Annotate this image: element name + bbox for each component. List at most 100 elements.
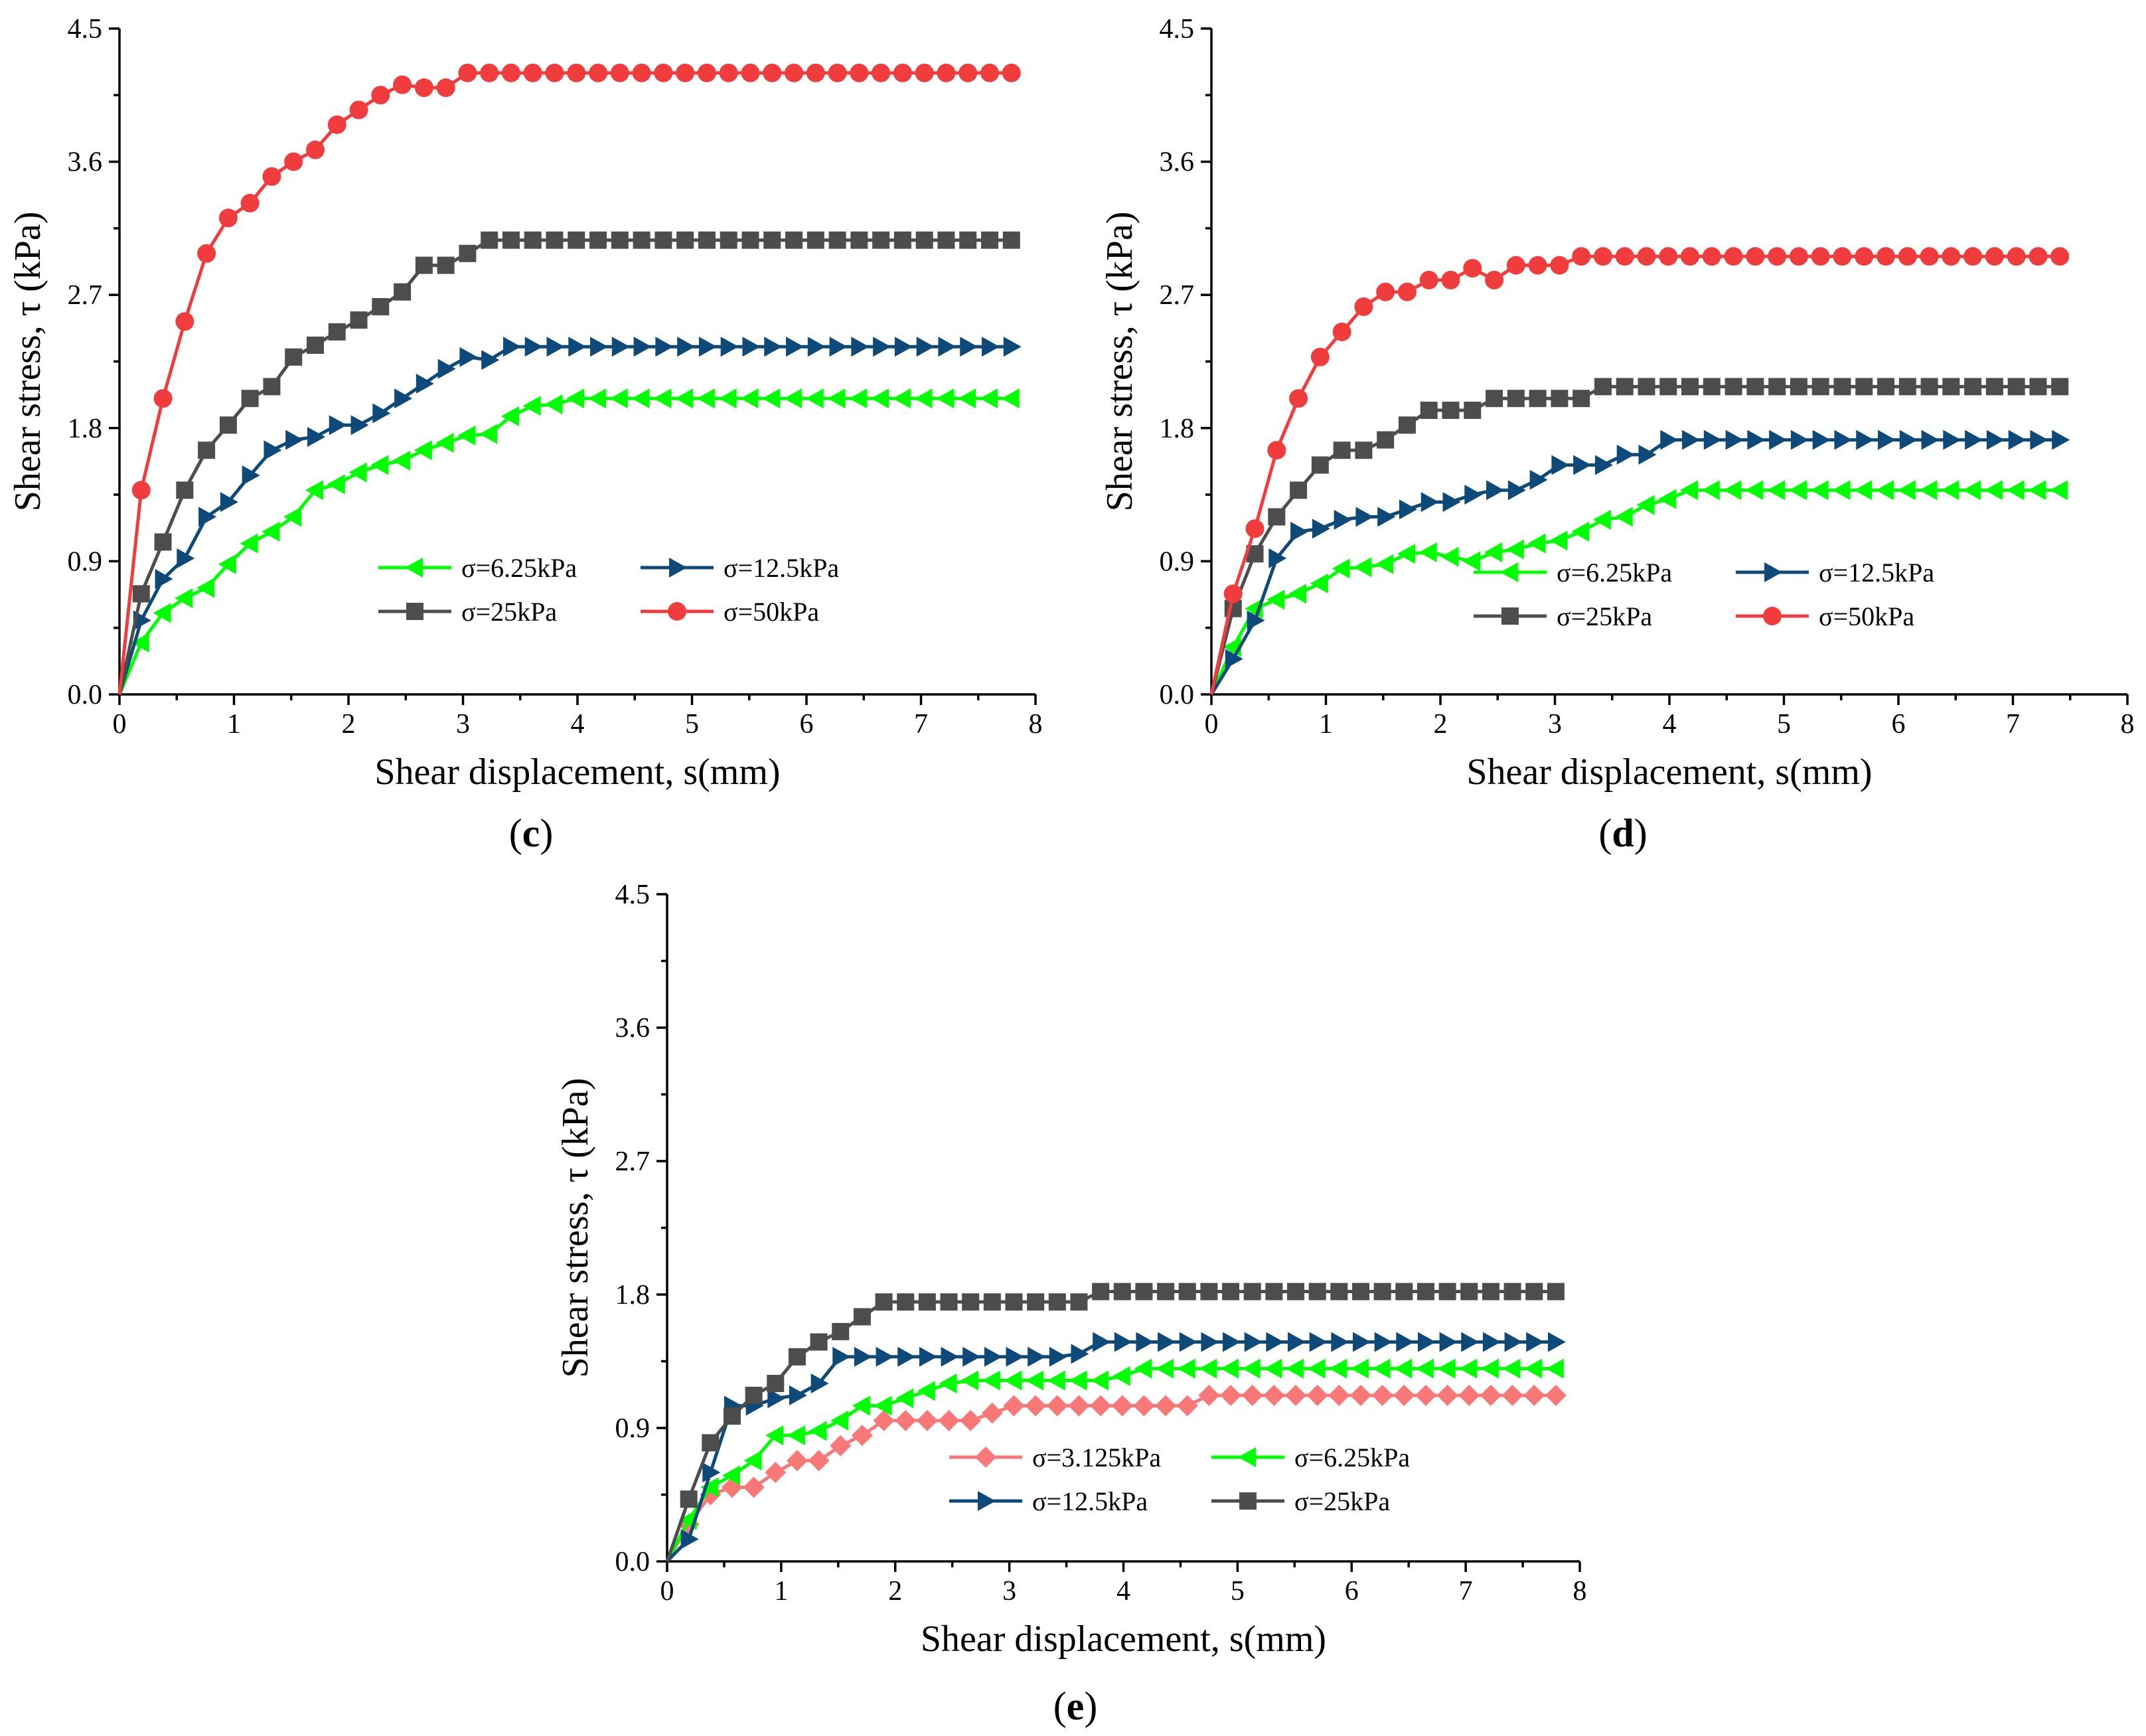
data-point bbox=[960, 337, 978, 357]
data-point bbox=[219, 416, 237, 434]
panel-label: (c) bbox=[509, 811, 554, 855]
data-point bbox=[131, 481, 151, 500]
data-point bbox=[1397, 282, 1417, 301]
data-point bbox=[1330, 1283, 1348, 1301]
data-point bbox=[241, 390, 259, 408]
data-point bbox=[1485, 270, 1504, 289]
data-point bbox=[1659, 247, 1678, 266]
data-point bbox=[1047, 1370, 1065, 1391]
data-point bbox=[1288, 1332, 1306, 1352]
y-tick-label: 1.8 bbox=[68, 414, 103, 444]
data-point bbox=[435, 433, 454, 453]
data-point bbox=[2006, 480, 2025, 501]
data-point bbox=[1179, 1332, 1197, 1352]
data-point bbox=[545, 63, 564, 82]
data-point bbox=[806, 63, 825, 82]
data-point bbox=[415, 256, 433, 274]
data-point bbox=[1155, 1395, 1177, 1417]
data-point bbox=[1329, 1358, 1347, 1379]
data-point bbox=[696, 388, 715, 409]
data-point bbox=[240, 533, 258, 554]
data-point bbox=[785, 63, 804, 82]
data-point bbox=[371, 86, 390, 105]
data-point bbox=[1027, 1293, 1045, 1311]
data-point bbox=[874, 1395, 892, 1416]
data-point bbox=[1198, 1384, 1220, 1406]
data-point bbox=[1638, 378, 1655, 396]
data-point bbox=[872, 63, 891, 82]
legend-swatch-marker bbox=[1764, 562, 1782, 582]
x-tick-label: 2 bbox=[888, 1576, 902, 1607]
data-point bbox=[892, 388, 911, 409]
data-point bbox=[828, 63, 847, 82]
data-point bbox=[1790, 430, 1809, 450]
data-point bbox=[349, 100, 368, 119]
data-point bbox=[827, 388, 846, 409]
data-point bbox=[1768, 378, 1786, 396]
data-point bbox=[633, 337, 652, 357]
data-point bbox=[394, 388, 413, 409]
data-point bbox=[1680, 480, 1699, 501]
data-point bbox=[1331, 1332, 1349, 1352]
legend-label: σ=12.5kPa bbox=[1819, 558, 1934, 588]
data-point bbox=[1480, 1358, 1499, 1379]
data-point bbox=[1351, 1358, 1369, 1379]
data-point bbox=[1985, 247, 2004, 266]
data-point bbox=[459, 244, 477, 262]
data-point bbox=[939, 1374, 957, 1393]
data-point bbox=[1484, 542, 1503, 563]
data-point bbox=[1921, 430, 1940, 450]
data-point bbox=[1242, 1358, 1261, 1379]
data-point bbox=[807, 337, 826, 357]
data-point bbox=[767, 1375, 785, 1392]
panel-e: 0 1 2 3 4 5 6 7 8 0.0 0.9 1.8 2.7 3.6 4.5 Shear displac… bbox=[555, 880, 1587, 1728]
data-point bbox=[1723, 480, 1742, 501]
data-point bbox=[1571, 521, 1590, 542]
data-point bbox=[1523, 1384, 1545, 1406]
data-point bbox=[305, 480, 323, 501]
data-point bbox=[1876, 480, 1894, 501]
data-point bbox=[1091, 1370, 1109, 1391]
legend-label: σ=25kPa bbox=[461, 597, 557, 627]
data-point bbox=[348, 462, 367, 483]
data-point bbox=[1113, 1283, 1131, 1301]
data-point bbox=[745, 1386, 763, 1404]
data-point bbox=[1225, 649, 1243, 669]
data-point bbox=[1332, 558, 1350, 579]
data-point bbox=[786, 337, 805, 357]
data-point bbox=[1636, 495, 1655, 515]
data-point bbox=[959, 231, 977, 249]
series-2 bbox=[117, 231, 1020, 695]
data-point bbox=[1394, 1358, 1413, 1379]
data-point bbox=[962, 1346, 981, 1367]
data-point bbox=[1114, 1332, 1132, 1352]
legend-label: σ=25kPa bbox=[1294, 1486, 1390, 1516]
x-tick-label: 8 bbox=[1029, 709, 1043, 740]
data-point bbox=[2029, 247, 2048, 266]
data-point bbox=[2007, 378, 2025, 396]
data-point bbox=[500, 406, 519, 426]
data-point bbox=[1833, 378, 1851, 396]
legend-item: σ=6.25kPa bbox=[1211, 1443, 1410, 1472]
legend-label: σ=12.5kPa bbox=[724, 553, 839, 583]
x-tick-label: 1 bbox=[774, 1576, 788, 1607]
legend-swatch-marker bbox=[1239, 1492, 1257, 1510]
data-point bbox=[1377, 431, 1395, 449]
x-tick-label: 5 bbox=[685, 709, 699, 740]
data-point bbox=[676, 231, 694, 249]
data-point bbox=[590, 337, 609, 357]
panel-label: (e) bbox=[1053, 1684, 1098, 1728]
data-point bbox=[1328, 1384, 1350, 1406]
data-point bbox=[1221, 1358, 1239, 1379]
data-point bbox=[851, 337, 870, 357]
legend-item: σ=25kPa bbox=[378, 597, 557, 627]
data-point bbox=[1286, 1358, 1304, 1379]
data-point bbox=[1746, 247, 1765, 266]
data-point bbox=[850, 63, 869, 82]
data-point bbox=[654, 231, 672, 249]
data-point bbox=[873, 1409, 895, 1431]
data-point bbox=[2050, 247, 2070, 266]
data-point bbox=[1877, 247, 1896, 266]
data-point bbox=[176, 481, 194, 499]
legend-label: σ=6.25kPa bbox=[1557, 558, 1672, 588]
